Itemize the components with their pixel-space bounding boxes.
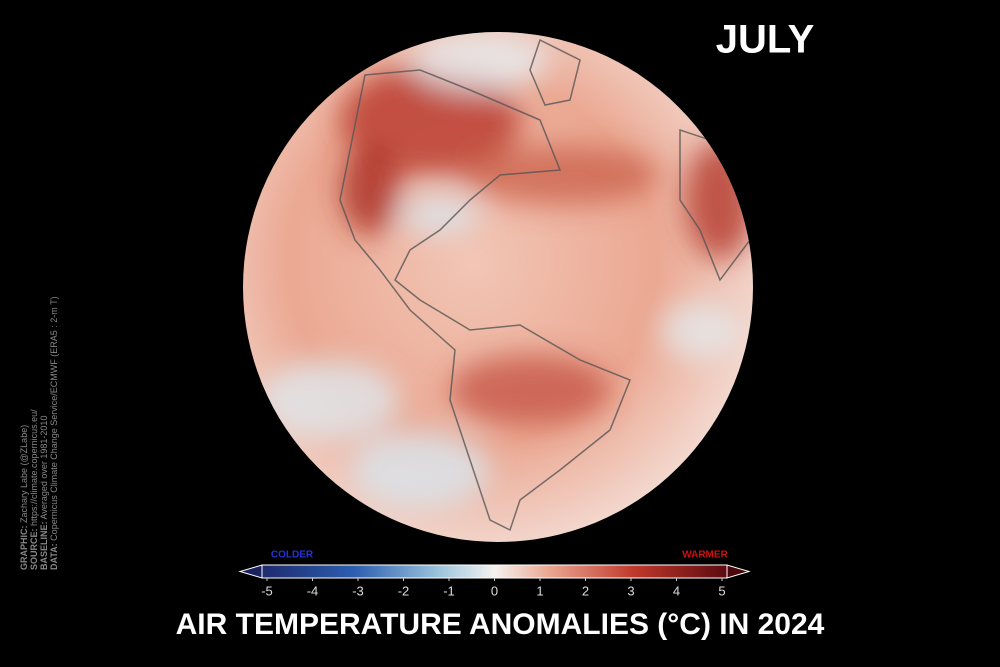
globe bbox=[243, 32, 753, 542]
colorbar-tick-label: 4 bbox=[673, 583, 680, 598]
credit-label: BASELINE: bbox=[39, 521, 49, 570]
credit-line: DATA: Copernicus Climate Change Service/… bbox=[49, 296, 59, 570]
colder-label: COLDER bbox=[271, 550, 314, 561]
colorbar-tick-label: -5 bbox=[261, 583, 273, 598]
colorbar-tick-label: -2 bbox=[398, 583, 410, 598]
colorbar-tick-label: -3 bbox=[352, 583, 364, 598]
credit-text: Zachary Labe (@ZLabe) bbox=[19, 425, 29, 523]
credit-text: Copernicus Climate Change Service/ECMWF … bbox=[49, 296, 59, 540]
credit-line: SOURCE: https://climate.copernicus.eu/ bbox=[29, 409, 39, 570]
credit-label: SOURCE: bbox=[29, 528, 39, 570]
colorbar-low-extend bbox=[238, 564, 263, 579]
credit-label: GRAPHIC: bbox=[19, 525, 29, 570]
colorbar-tick-label: 2 bbox=[582, 583, 589, 598]
warmer-label: WARMER bbox=[682, 550, 728, 561]
title: AIR TEMPERATURE ANOMALIES (°C) IN 2024 bbox=[176, 608, 825, 641]
credit-line: GRAPHIC: Zachary Labe (@ZLabe) bbox=[19, 425, 29, 570]
colorbar-tick-label: 3 bbox=[627, 583, 634, 598]
credit-text: https://climate.copernicus.eu/ bbox=[29, 409, 39, 526]
colorbar-tick-label: 1 bbox=[536, 583, 543, 598]
credit-text: Averaged over 1981-2010 bbox=[39, 416, 49, 520]
colorbar: -5 -4 -3 -2 -1 0 1 2 3 4 5 COLDER WARMER bbox=[238, 550, 751, 598]
colorbar-tick-label: -4 bbox=[307, 583, 319, 598]
credit-label: DATA: bbox=[49, 543, 59, 570]
credit-line: BASELINE: Averaged over 1981-2010 bbox=[39, 416, 49, 570]
colorbar-ramp bbox=[261, 564, 728, 579]
colorbar-tick-label: 0 bbox=[491, 583, 498, 598]
colorbar-tick-label: 5 bbox=[718, 583, 725, 598]
credits: GRAPHIC: Zachary Labe (@ZLabe)SOURCE: ht… bbox=[19, 296, 59, 570]
month-label: JULY bbox=[716, 18, 815, 62]
colorbar-high-extend bbox=[726, 564, 751, 579]
colorbar-tick-label: -1 bbox=[443, 583, 455, 598]
